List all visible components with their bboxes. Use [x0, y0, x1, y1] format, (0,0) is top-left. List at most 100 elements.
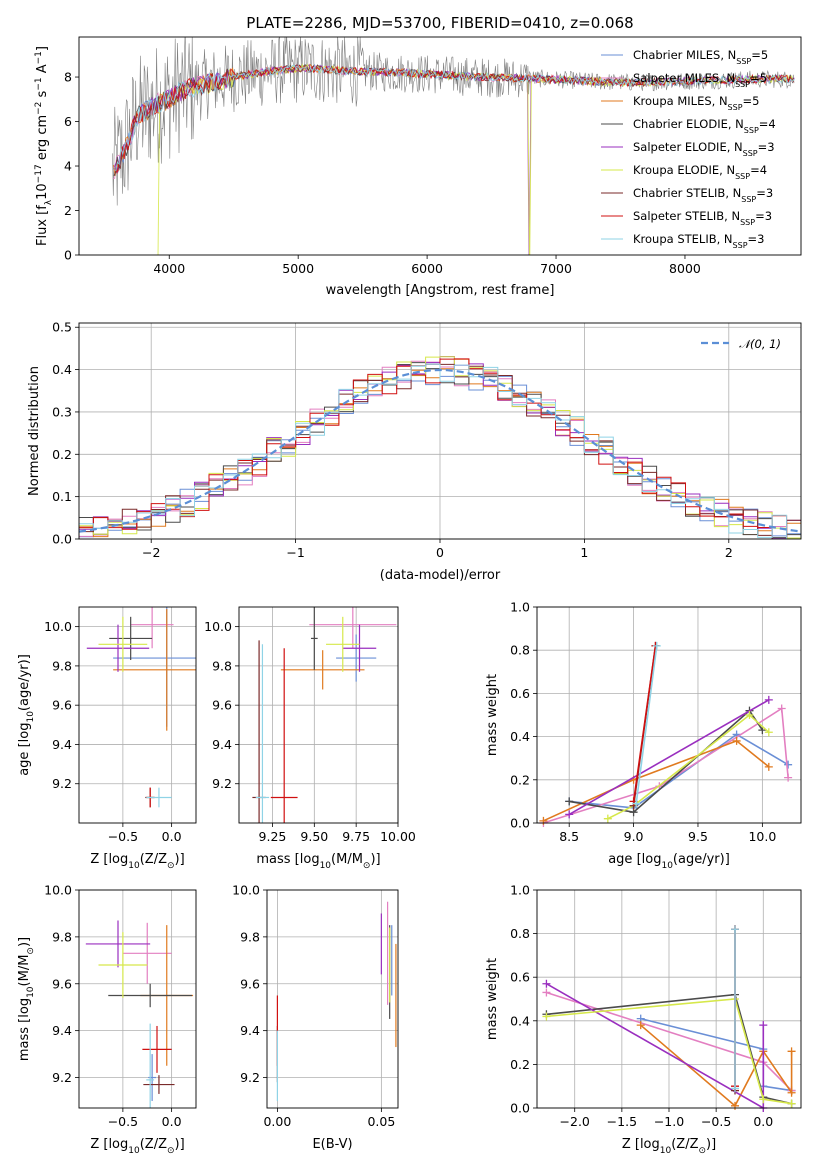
mass-vs-ebv-xlabel: E(B-V): [312, 1137, 352, 1152]
errorbar-salpeter-stelib: [270, 648, 298, 823]
errorbar-salpeter-miles: [309, 607, 397, 649]
y-tick-label: 9.4: [52, 737, 72, 752]
plots-layer: 4000 5000 6000 7000 8000 0 2 4 6 8 Chabrier MILES,…: [17, 36, 802, 1156]
age-vs-Z-ylabel: age [log10(age/yr)]: [17, 654, 36, 776]
weight-point: [731, 925, 739, 934]
weight-point: [632, 799, 641, 808]
x-tick-label: 10.0: [748, 829, 776, 844]
y-tick-label: 10.0: [232, 883, 260, 898]
errorbar-chabrier-stelib: [143, 1075, 175, 1094]
weight-point: [732, 736, 741, 745]
y-tick-label: 0.3: [52, 404, 72, 419]
x-tick-label: 2: [725, 545, 733, 560]
y-tick-label: 0.8: [510, 643, 530, 658]
frame-weight-vs-age: [536, 606, 802, 824]
weight-point: [745, 711, 754, 719]
x-tick-label: −1.0: [654, 1114, 684, 1129]
weight-vs-age-xlabel: age [log10(age/yr)]: [608, 852, 730, 871]
weight-point: [636, 1021, 645, 1030]
y-tick-label: 9.4: [52, 1023, 72, 1038]
x-tick-label: 5000: [282, 261, 314, 276]
weight-point: [542, 988, 551, 997]
x-tick-label: 0.0: [162, 829, 182, 844]
y-tick-label: 9.8: [52, 929, 72, 944]
y-tick-label: 4: [64, 159, 72, 174]
errorbar-kroupa-elodie: [326, 616, 360, 672]
frame-age-vs-mass: [238, 606, 399, 824]
frame-age-vs-Z: [78, 606, 197, 824]
legend-label-kroupa-stelib: Kroupa STELIB, NSSP=3: [633, 232, 764, 250]
legend-label-salpeter-stelib: Salpeter STELIB, NSSP=3: [633, 209, 772, 227]
figure-title: PLATE=2286, MJD=53700, FIBERID=0410, z=0…: [246, 14, 633, 32]
weight-point: [731, 1084, 739, 1093]
legend-label-kroupa-miles: Kroupa MILES, NSSP=5: [633, 94, 759, 112]
y-tick-label: 9.2: [52, 776, 72, 791]
histogram-salpeter-stelib: [79, 358, 801, 539]
residuals-xlabel: (data-model)/error: [380, 568, 501, 583]
y-tick-label: 1.0: [510, 883, 530, 898]
x-tick-label: 8000: [669, 261, 701, 276]
weight-point: [787, 1047, 796, 1056]
weight-point: [565, 810, 574, 819]
x-tick-label: 0.0: [162, 1114, 182, 1129]
weight-point: [784, 760, 793, 769]
y-tick-label: 10.0: [204, 619, 232, 634]
x-tick-label: 8.5: [559, 829, 579, 844]
mass-vs-Z-ylabel: mass [log10(M/M⊙)]: [17, 937, 36, 1061]
y-tick-label: 9.8: [52, 658, 72, 673]
age-vs-mass-xlabel: mass [log10(M/M⊙)]: [256, 852, 380, 871]
y-tick-label: 9.6: [212, 698, 232, 713]
x-tick-label: 1: [580, 545, 588, 560]
age-vs-Z-xlabel: Z [log10(Z/Z⊙)]: [90, 852, 184, 871]
y-tick-label: 0.2: [510, 1057, 530, 1072]
weight-vs-age-ylabel: mass weight: [485, 674, 500, 756]
errorbar-salpeter-stelib: [142, 1025, 172, 1073]
frame-spectrum: [78, 36, 802, 256]
y-tick-label: 0.0: [510, 816, 530, 831]
x-tick-label: −0.5: [108, 1114, 138, 1129]
y-tick-label: 9.2: [212, 776, 232, 791]
x-tick-label: −0.5: [108, 829, 138, 844]
y-tick-label: 9.8: [240, 929, 260, 944]
x-tick-label: −1.5: [607, 1114, 637, 1129]
y-tick-label: 2: [64, 203, 72, 218]
weight-point: [764, 762, 773, 771]
x-tick-label: 4000: [153, 261, 185, 276]
weight-point: [777, 704, 786, 713]
y-tick-label: 0.2: [52, 447, 72, 462]
weight-lines-weight-vs-age: [539, 641, 793, 827]
errorbars-mass-vs-Z: [85, 920, 194, 1108]
weight-point: [542, 979, 551, 988]
x-tick-label: 9.5: [688, 829, 708, 844]
weight-point: [787, 1099, 796, 1108]
weight-point: [784, 773, 793, 782]
errorbar-kroupa-miles: [113, 608, 196, 731]
y-tick-label: 0.4: [510, 729, 530, 744]
errorbar-chabrier-miles: [148, 1054, 157, 1101]
legend-label-chabrier-elodie: Chabrier ELODIE, NSSP=4: [633, 117, 776, 135]
x-tick-label: −2: [142, 545, 160, 560]
weight-series-kroupa-miles: [539, 736, 773, 825]
errorbar-kroupa-stelib: [146, 787, 172, 808]
y-tick-label: 9.2: [52, 1070, 72, 1085]
y-tick-label: 9.6: [52, 698, 72, 713]
errorbar-kroupa-elodie: [98, 616, 148, 672]
legend-label-chabrier-miles: Chabrier MILES, NSSP=5: [633, 48, 768, 66]
x-tick-label: −1: [286, 545, 304, 560]
gaussian-curve: [79, 368, 801, 533]
x-tick-label: 0: [436, 545, 444, 560]
y-tick-label: 0.0: [510, 1101, 530, 1116]
errorbars-age-vs-mass: [252, 607, 397, 823]
errorbars-mass-vs-ebv: [276, 901, 397, 1101]
legend-label-kroupa-elodie: Kroupa ELODIE, NSSP=4: [633, 163, 767, 181]
errorbar-salpeter-miles: [122, 922, 172, 984]
weight-line: [632, 645, 657, 802]
frame-mass-vs-ebv: [266, 889, 399, 1109]
errorbar-chabrier-elodie: [310, 607, 318, 670]
frame-residuals: [78, 322, 802, 540]
x-tick-label: −0.5: [701, 1114, 731, 1129]
axes-residuals: −2 −1 0 1 2 0.0 0.1 0.2 0.3 0.4 0.5: [52, 320, 801, 560]
y-tick-label: 9.4: [212, 737, 232, 752]
weight-point: [565, 797, 574, 806]
